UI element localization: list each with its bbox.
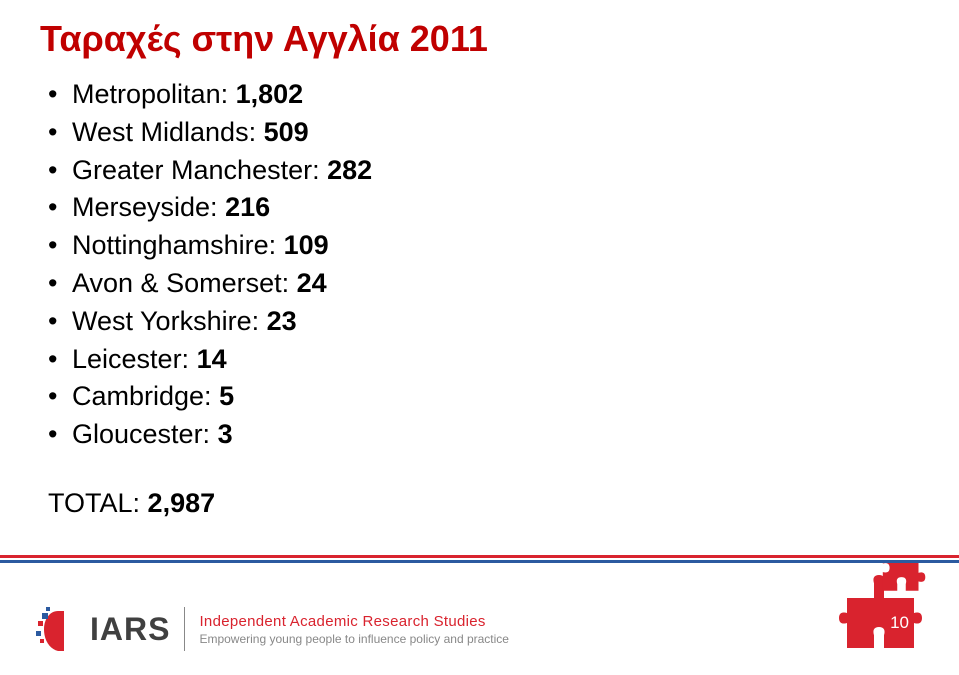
item-label: Nottinghamshire: <box>72 230 276 260</box>
list-item: West Yorkshire: 23 <box>48 303 919 341</box>
puzzle-icon <box>819 563 939 663</box>
total-label: TOTAL: <box>48 488 140 518</box>
footer: IARS Independent Academic Research Studi… <box>0 555 959 675</box>
tagline-line2: Empowering young people to influence pol… <box>199 632 509 646</box>
item-value: 509 <box>264 117 309 147</box>
item-value: 5 <box>219 381 234 411</box>
logo-acronym: IARS <box>90 611 170 648</box>
item-label: West Yorkshire: <box>72 306 259 336</box>
item-label: Merseyside: <box>72 192 218 222</box>
item-label: Cambridge: <box>72 381 212 411</box>
logo-icon <box>36 605 80 653</box>
list-item: Avon & Somerset: 24 <box>48 265 919 303</box>
total-row: TOTAL: 2,987 <box>40 488 919 519</box>
item-value: 109 <box>284 230 329 260</box>
list-item: Leicester: 14 <box>48 341 919 379</box>
list-item: Merseyside: 216 <box>48 189 919 227</box>
item-value: 14 <box>197 344 227 374</box>
item-label: Greater Manchester: <box>72 155 320 185</box>
total-value: 2,987 <box>148 488 216 518</box>
page-title: Ταραχές στην Αγγλία 2011 <box>40 18 919 60</box>
data-list: Metropolitan: 1,802 West Midlands: 509 G… <box>40 76 919 454</box>
item-label: Gloucester: <box>72 419 210 449</box>
item-value: 3 <box>218 419 233 449</box>
logo-tagline: Independent Academic Research Studies Em… <box>199 613 509 646</box>
item-value: 216 <box>225 192 270 222</box>
tagline-line1: Independent Academic Research Studies <box>199 613 509 630</box>
logo-divider <box>184 607 185 651</box>
list-item: Metropolitan: 1,802 <box>48 76 919 114</box>
list-item: Cambridge: 5 <box>48 378 919 416</box>
item-value: 1,802 <box>236 79 304 109</box>
logo-block: IARS Independent Academic Research Studi… <box>36 605 509 653</box>
item-value: 23 <box>267 306 297 336</box>
item-value: 24 <box>297 268 327 298</box>
item-label: Leicester: <box>72 344 189 374</box>
list-item: Greater Manchester: 282 <box>48 152 919 190</box>
page-number: 10 <box>890 613 909 633</box>
item-label: Avon & Somerset: <box>72 268 289 298</box>
slide-content: Ταραχές στην Αγγλία 2011 Metropolitan: 1… <box>0 0 959 519</box>
item-value: 282 <box>327 155 372 185</box>
item-label: West Midlands: <box>72 117 256 147</box>
footer-stripes <box>0 555 959 563</box>
list-item: Nottinghamshire: 109 <box>48 227 919 265</box>
list-item: West Midlands: 509 <box>48 114 919 152</box>
list-item: Gloucester: 3 <box>48 416 919 454</box>
item-label: Metropolitan: <box>72 79 228 109</box>
